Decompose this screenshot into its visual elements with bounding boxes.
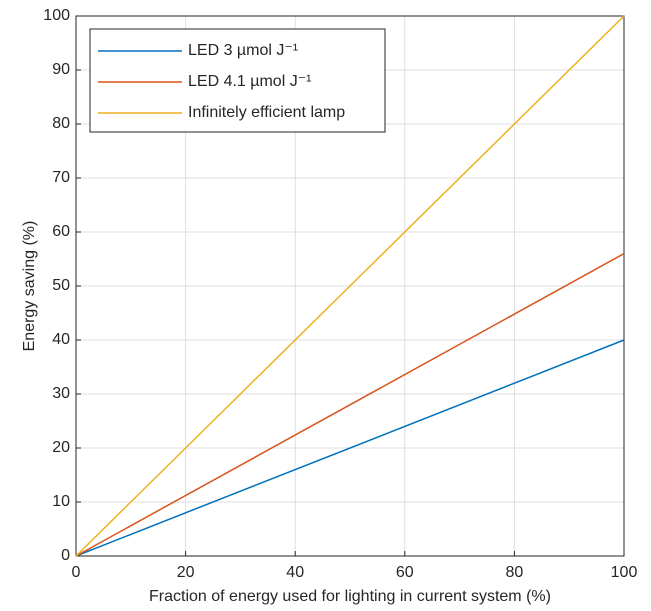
series-line — [75, 339, 625, 557]
y-axis-label: Energy saving (%) — [21, 221, 38, 352]
y-tick-label: 20 — [52, 439, 70, 456]
x-axis-label: Fraction of energy used for lighting in … — [149, 588, 551, 605]
y-tick-label: 100 — [43, 7, 70, 24]
y-tick-label: 50 — [52, 277, 70, 294]
legend-label: Infinitely efficient lamp — [188, 104, 345, 121]
plot-frame — [75, 15, 625, 557]
y-tick-label: 10 — [52, 493, 70, 510]
legend-label: LED 4.1 µmol J⁻¹ — [188, 73, 311, 90]
y-tick-label: 80 — [52, 115, 70, 132]
x-tick-label: 60 — [396, 564, 414, 581]
x-tick-label: 100 — [611, 564, 638, 581]
y-tick-label: 0 — [61, 547, 70, 564]
x-tick-label: 40 — [286, 564, 304, 581]
legend-label: LED 3 µmol J⁻¹ — [188, 42, 298, 59]
y-tick-label: 30 — [52, 385, 70, 402]
x-tick-label: 0 — [72, 564, 81, 581]
legend-box — [89, 28, 386, 133]
y-tick-label: 90 — [52, 61, 70, 78]
y-tick-label: 40 — [52, 331, 70, 348]
y-tick-label: 70 — [52, 169, 70, 186]
series-line — [75, 15, 625, 557]
series-line — [75, 252, 625, 557]
x-tick-label: 20 — [177, 564, 195, 581]
y-tick-label: 60 — [52, 223, 70, 240]
x-tick-label: 80 — [506, 564, 524, 581]
